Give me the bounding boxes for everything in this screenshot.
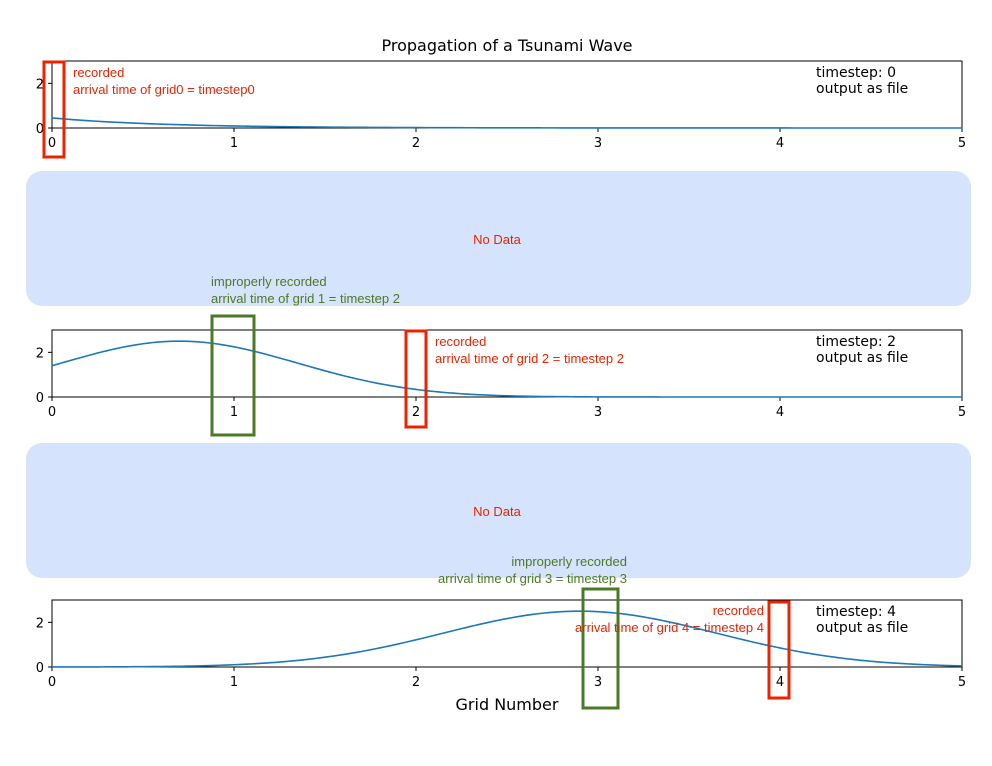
x-tick-label: 0 [48,405,56,420]
annotation-text: arrival time of grid 1 = timestep 2 [211,291,400,306]
x-tick-label: 3 [594,136,602,151]
x-axis-label: Grid Number [456,695,559,714]
annotation-text: arrival time of grid0 = timestep0 [73,82,255,97]
info-text: timestep: 4 [816,604,896,620]
annotation-text: improperly recorded [211,274,327,289]
x-tick-label: 2 [412,675,420,690]
info-text: output as file [816,81,908,97]
figure-title: Propagation of a Tsunami Wave [381,36,632,55]
x-tick-label: 1 [230,405,238,420]
highlight-box [404,329,428,429]
x-tick-label: 4 [776,136,784,151]
no-data-panel: No Data [26,443,971,578]
highlight-box [581,587,620,710]
improper-annotation: improperly recorded arrival time of grid … [210,274,400,437]
no-data-box [26,443,971,578]
annotation-text: arrival time of grid 3 = timestep 3 [438,571,627,586]
x-tick-label: 0 [48,675,56,690]
x-tick-label: 3 [594,405,602,420]
y-tick-label: 2 [36,77,44,92]
no-data-label: No Data [473,504,521,519]
info-text: timestep: 0 [816,65,896,81]
x-tick-label: 1 [230,675,238,690]
no-data-placeholders: No Data No Data [26,171,971,578]
improper-annotation: improperly recorded arrival time of grid … [438,554,627,710]
x-tick-label: 5 [958,405,966,420]
annotation-text: arrival time of grid 2 = timestep 2 [435,351,624,366]
y-tick-label: 0 [36,122,44,137]
x-tick-label: 0 [48,136,56,151]
info-text: timestep: 2 [816,334,896,350]
recorded-annotation: recorded arrival time of grid 4 = timeste… [575,600,791,700]
highlight-box [767,600,791,700]
x-tick-label: 1 [230,136,238,151]
info-text: output as file [816,350,908,366]
recorded-annotation: recorded arrival time of grid0 = timestep… [42,60,255,159]
x-tick-label: 3 [594,675,602,690]
x-tick-label: 2 [412,136,420,151]
x-tick-label: 2 [412,405,420,420]
y-tick-label: 2 [36,616,44,631]
wave-line [51,610,963,668]
no-data-panel: No Data [26,171,971,306]
highlight-box [42,60,66,159]
axes-frame [51,599,963,668]
axes-frame [51,329,963,398]
annotation-text: recorded [435,334,486,349]
recorded-annotation: recorded arrival time of grid 2 = timeste… [404,329,624,429]
highlight-box [210,314,256,437]
y-tick-label: 0 [36,661,44,676]
axes-frame [51,60,963,129]
no-data-label: No Data [473,232,521,247]
annotation-text: recorded [713,603,764,618]
y-tick-label: 0 [36,391,44,406]
y-tick-label: 2 [36,346,44,361]
annotation-text: improperly recorded [511,554,627,569]
x-tick-label: 5 [958,136,966,151]
wave-line [51,340,962,398]
x-tick-label: 5 [958,675,966,690]
info-text: output as file [816,620,908,636]
x-tick-label: 4 [776,405,784,420]
wave-line [51,117,962,129]
no-data-box [26,171,971,306]
annotation-text: recorded [73,65,124,80]
x-tick-label: 4 [776,675,784,690]
annotation-text: arrival time of grid 4 = timestep 4 [575,620,764,635]
annotations-layer: recorded arrival time of grid0 = timestep… [42,60,791,710]
